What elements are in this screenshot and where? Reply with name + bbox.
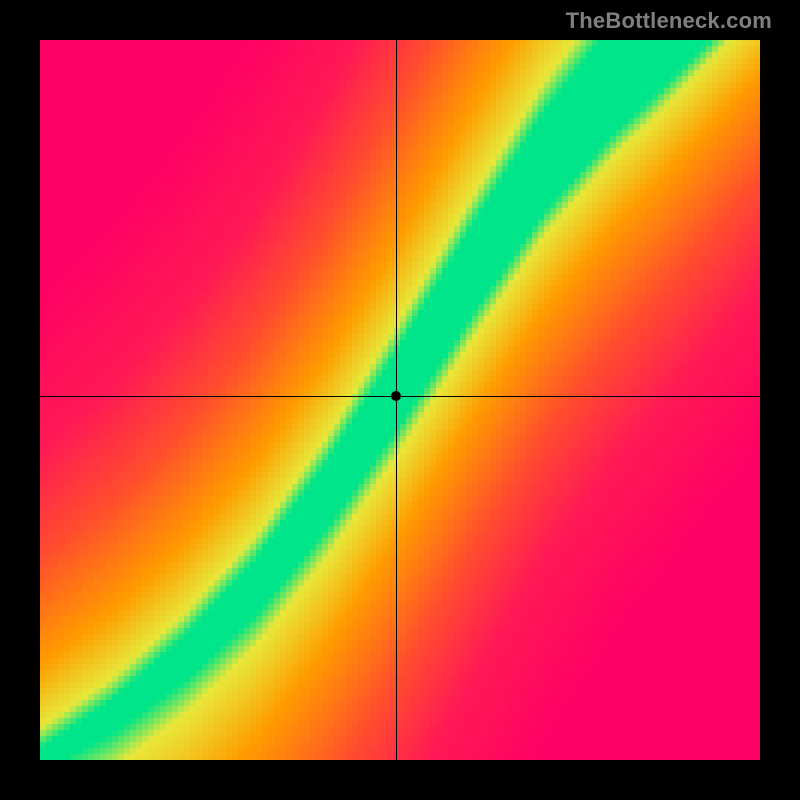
- watermark-text: TheBottleneck.com: [566, 8, 772, 34]
- heatmap-canvas: [40, 40, 760, 760]
- marker-dot: [391, 391, 401, 401]
